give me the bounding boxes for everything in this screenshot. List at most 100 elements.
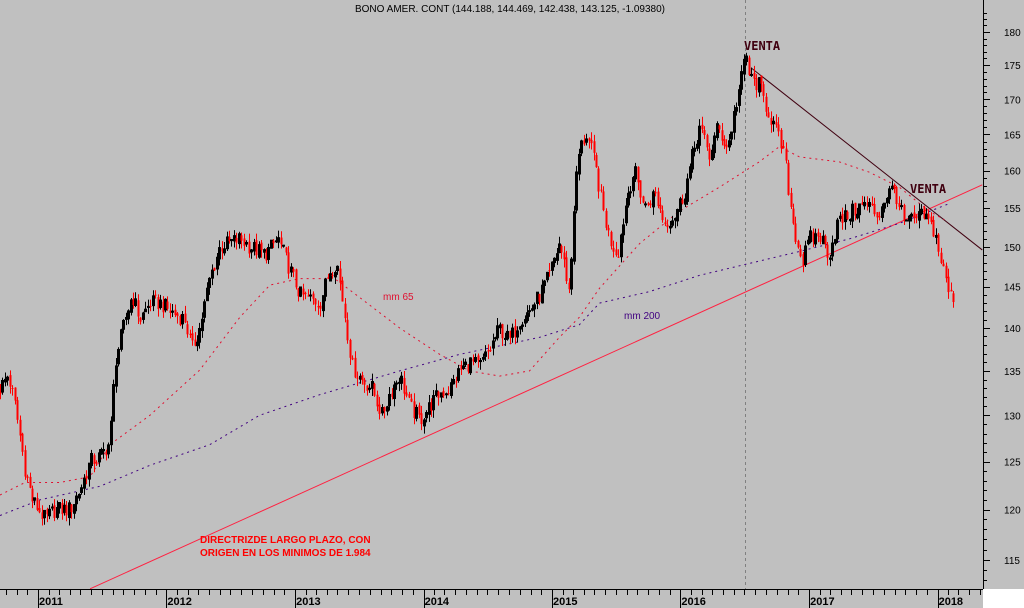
candle-body: [203, 301, 206, 318]
candle-body: [696, 143, 699, 149]
candle-body: [487, 350, 490, 352]
candle-body: [725, 144, 728, 148]
candle: [509, 330, 512, 345]
candle: [913, 205, 916, 224]
candle-body: [339, 268, 342, 283]
candle-body: [295, 269, 298, 288]
candle-body: [652, 191, 655, 208]
candle: [98, 449, 101, 467]
candle-body: [780, 129, 783, 149]
candle: [501, 323, 504, 346]
candle: [447, 386, 450, 396]
candle-body: [410, 398, 413, 402]
candle: [526, 305, 529, 323]
candle: [844, 204, 847, 230]
candle: [622, 218, 625, 243]
candle-body: [861, 202, 864, 205]
candle: [179, 314, 182, 327]
x-tick-label: 2016: [681, 596, 705, 608]
candle: [881, 203, 884, 223]
candle: [366, 385, 369, 396]
candle-body: [43, 509, 46, 519]
candle: [891, 180, 894, 191]
candle: [304, 291, 307, 300]
candle-body: [98, 452, 101, 463]
candle-body: [464, 361, 467, 366]
candle: [625, 198, 628, 226]
candle: [950, 282, 953, 292]
candle-body: [413, 401, 416, 418]
candle: [346, 312, 349, 344]
candle-body: [206, 287, 209, 302]
candle-body: [363, 379, 366, 385]
candle-body: [31, 488, 34, 502]
candle: [450, 378, 453, 399]
candle: [368, 383, 371, 393]
candle-body: [307, 295, 310, 297]
candle-body: [583, 140, 586, 145]
candle-body: [883, 202, 886, 209]
candle-body: [716, 123, 719, 139]
candle-body: [681, 199, 684, 204]
candle-body: [36, 498, 39, 510]
candle: [223, 242, 226, 256]
candle-body: [361, 375, 364, 381]
candle: [100, 447, 103, 455]
candle: [53, 499, 56, 522]
candle-body: [578, 153, 581, 175]
candle: [482, 353, 485, 362]
candle: [910, 212, 913, 222]
candle: [854, 202, 857, 221]
candle: [290, 263, 293, 277]
candle: [647, 201, 650, 207]
candle-body: [70, 504, 73, 513]
candle: [883, 202, 886, 213]
candle-body: [740, 71, 743, 90]
candle: [48, 504, 51, 520]
candle: [295, 268, 298, 290]
candle: [565, 250, 568, 285]
candle-body: [610, 231, 613, 247]
candle-body: [351, 357, 354, 360]
candle-body: [703, 130, 706, 136]
candle: [302, 283, 305, 301]
candle: [452, 374, 455, 385]
candle-body: [937, 234, 940, 252]
candle-body: [649, 203, 652, 206]
candle-body: [314, 298, 317, 305]
candle: [612, 240, 615, 258]
candle-body: [913, 212, 916, 218]
note-line-2: ORIGEN EN LOS MINIMOS DE 1.984: [200, 548, 371, 559]
candle: [194, 332, 197, 347]
candle-body: [858, 203, 861, 216]
candle: [900, 199, 903, 210]
candle-body: [208, 277, 211, 288]
candle: [580, 139, 583, 157]
candle-body: [41, 512, 44, 520]
candle-body: [915, 216, 918, 219]
candle: [61, 499, 64, 520]
candle-body: [506, 330, 509, 340]
candle: [11, 385, 14, 396]
candle-body: [669, 225, 672, 229]
candle-body: [80, 487, 83, 493]
candle: [159, 294, 162, 310]
candle-body: [285, 247, 288, 253]
candle-body: [162, 301, 165, 313]
candle: [930, 212, 933, 225]
candle: [585, 133, 588, 146]
candle-body: [299, 286, 302, 297]
candle: [169, 303, 172, 319]
candle-body: [33, 497, 36, 501]
candle-body: [723, 139, 726, 146]
candle-body: [814, 233, 817, 245]
candle-body: [405, 392, 408, 396]
candle-body: [745, 55, 748, 63]
candle: [317, 300, 320, 315]
candle-body: [930, 216, 933, 222]
candle: [649, 200, 652, 208]
candle: [590, 132, 593, 150]
candle: [716, 121, 719, 141]
candle: [440, 392, 443, 403]
candle: [240, 232, 243, 249]
